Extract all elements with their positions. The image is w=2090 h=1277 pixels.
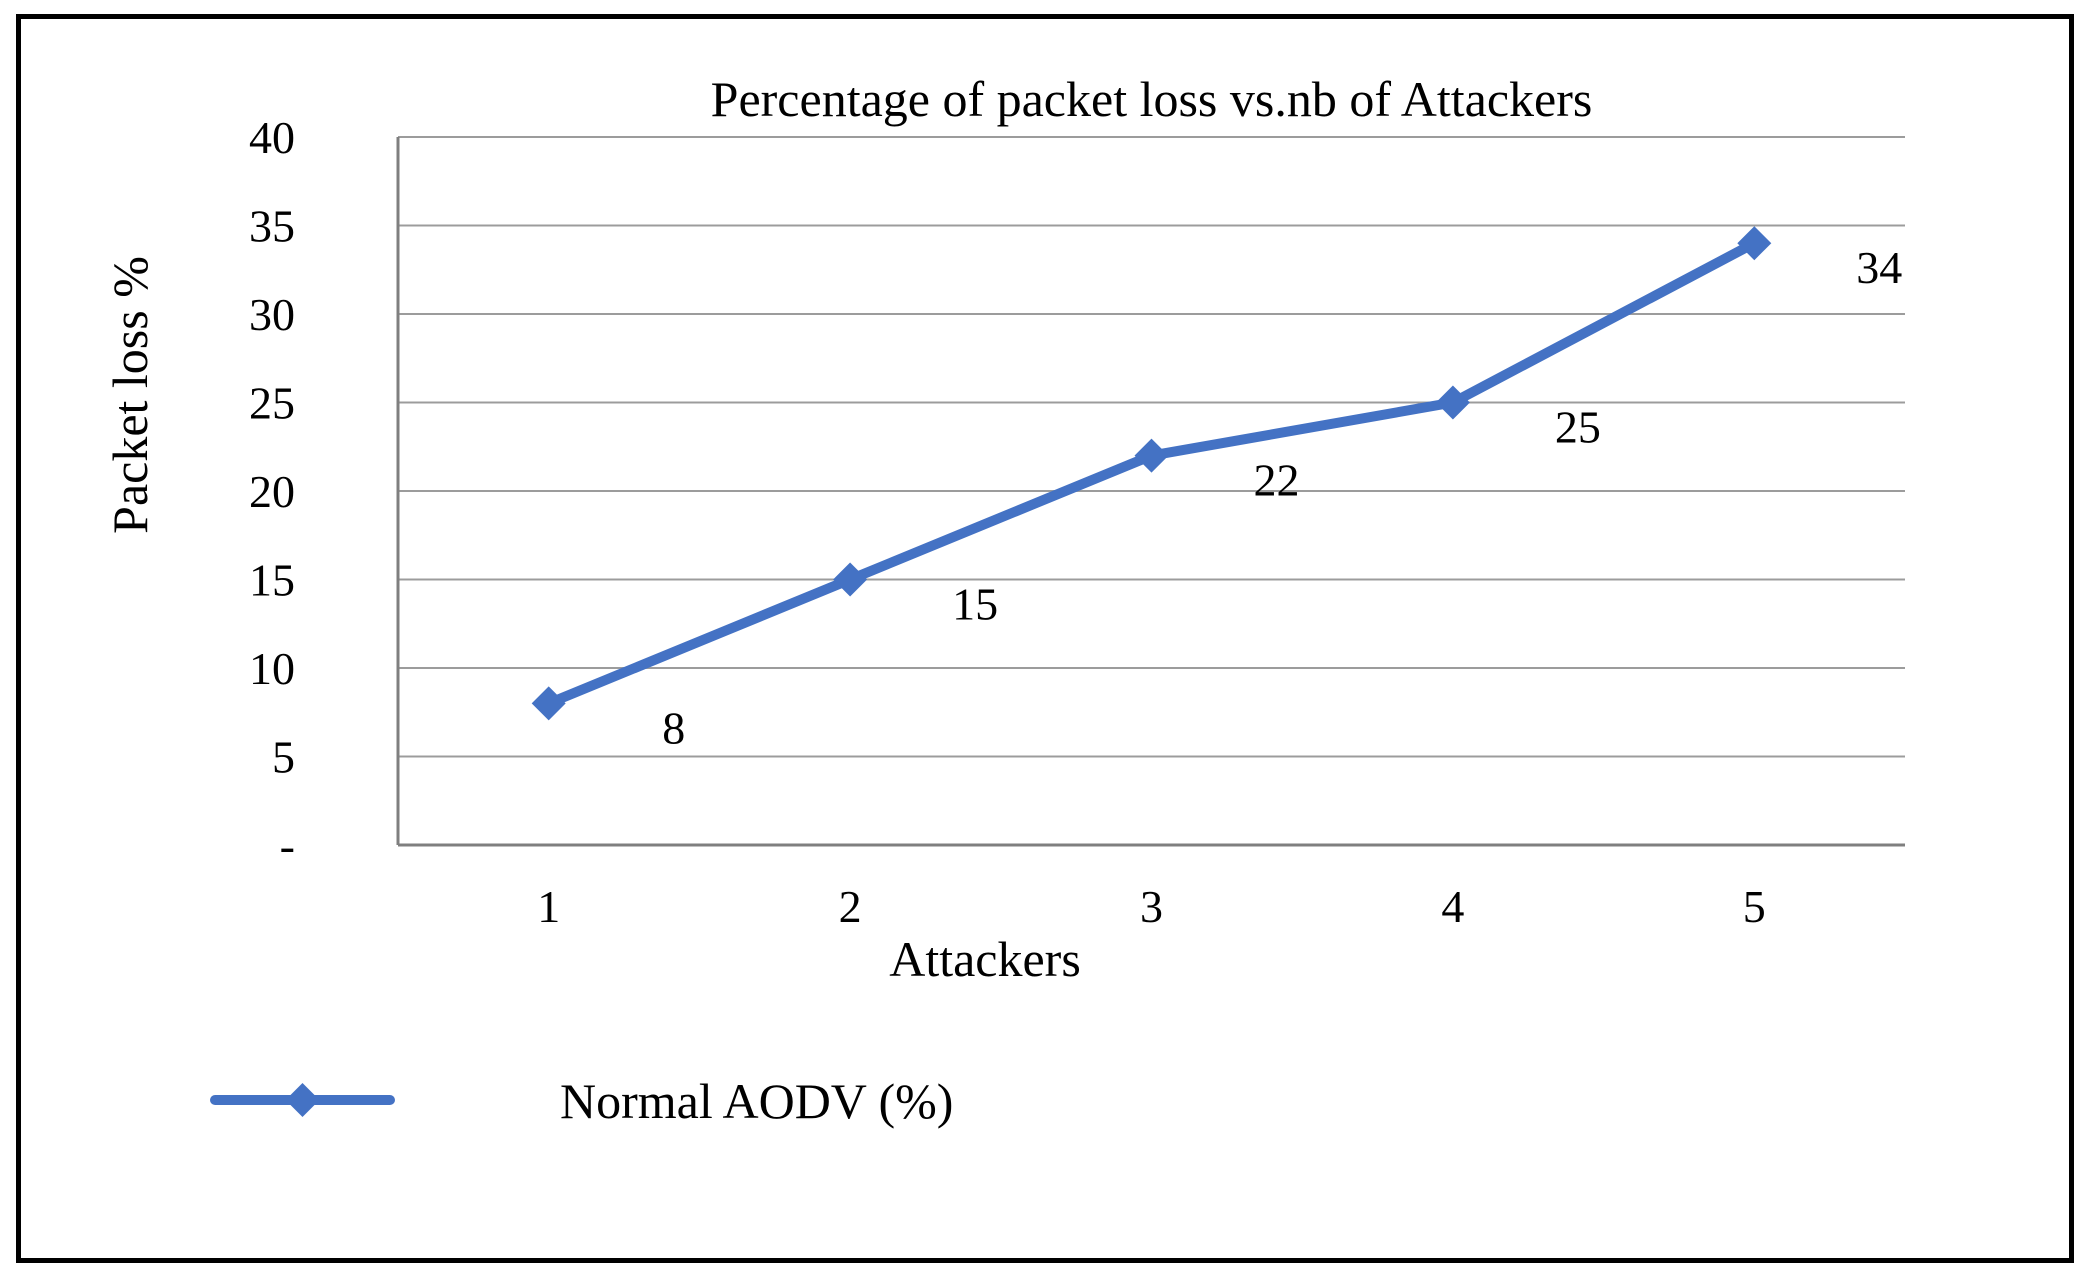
x-tick-label: 2 xyxy=(839,881,862,932)
y-tick-label: 15 xyxy=(249,555,295,606)
y-tick-label: 35 xyxy=(249,201,295,252)
x-tick-label: 4 xyxy=(1441,881,1464,932)
data-label: 22 xyxy=(1254,455,1300,506)
data-point-marker xyxy=(1435,385,1470,420)
y-tick-label: 40 xyxy=(249,112,295,163)
y-tick-label: 20 xyxy=(249,466,295,517)
y-tick-label: 10 xyxy=(249,643,295,694)
chart-title: Percentage of packet loss vs.nb of Attac… xyxy=(710,71,1593,127)
y-tick-label: - xyxy=(280,820,295,871)
x-tick-label: 5 xyxy=(1743,881,1766,932)
x-axis-title: Attackers xyxy=(889,931,1081,987)
series-line xyxy=(543,238,1760,709)
data-point-marker xyxy=(531,686,566,721)
y-axis-title: Packet loss % xyxy=(102,256,158,534)
y-tick-label: 5 xyxy=(272,732,295,783)
y-tick-label: 25 xyxy=(249,378,295,429)
x-tick-label: 1 xyxy=(537,881,560,932)
data-label: 34 xyxy=(1856,242,1902,293)
data-label: 25 xyxy=(1555,402,1601,453)
data-label: 15 xyxy=(952,579,998,630)
x-tick-label: 3 xyxy=(1140,881,1163,932)
data-point-marker xyxy=(1737,226,1772,261)
y-tick-label: 30 xyxy=(249,289,295,340)
legend-label: Normal AODV (%) xyxy=(560,1073,954,1129)
data-label: 8 xyxy=(662,702,685,753)
legend-diamond-icon xyxy=(285,1083,320,1117)
data-point-marker xyxy=(1134,438,1169,473)
data-point-marker xyxy=(833,562,868,597)
